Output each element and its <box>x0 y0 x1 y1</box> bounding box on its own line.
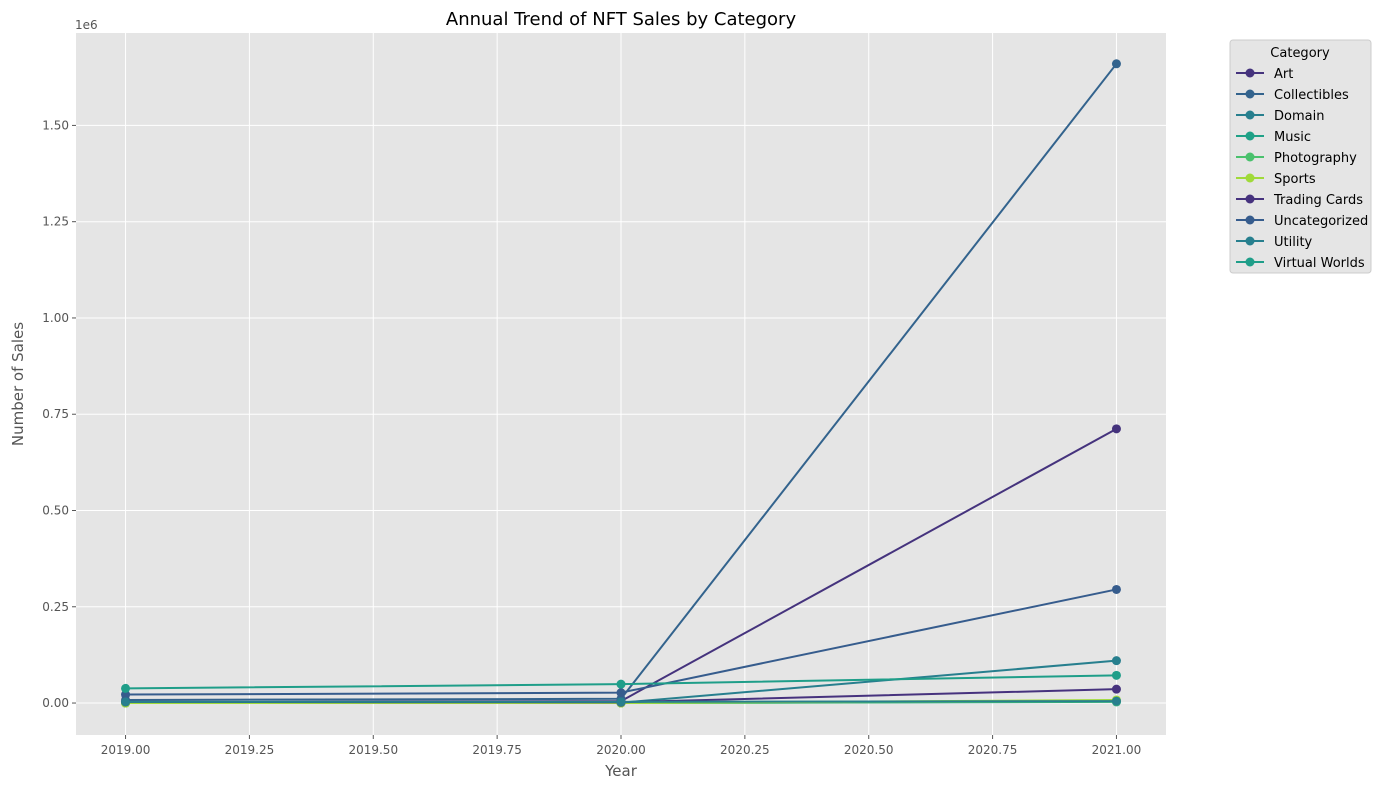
legend-entry: Art <box>1236 67 1293 82</box>
legend-marker <box>1245 194 1255 204</box>
chart-title: Annual Trend of NFT Sales by Category <box>446 9 797 30</box>
data-point <box>1111 59 1121 69</box>
x-tick-label: 2019.50 <box>348 743 398 757</box>
legend-entry: Collectibles <box>1236 88 1349 103</box>
legend-label: Virtual Worlds <box>1274 256 1365 271</box>
x-tick-label: 2019.25 <box>225 743 275 757</box>
data-point <box>616 697 626 707</box>
legend-label: Trading Cards <box>1273 193 1363 208</box>
legend-label: Photography <box>1274 151 1357 166</box>
x-tick-label: 2020.25 <box>720 743 770 757</box>
data-point <box>616 688 626 698</box>
x-axis-ticks: 2019.00 2019.25 2019.50 2019.75 2020.00 2020.… <box>101 735 1142 757</box>
y-tick-label: 0.50 <box>42 503 69 517</box>
y-tick-label: 1.25 <box>42 215 69 229</box>
x-tick-label: 2020.75 <box>968 743 1018 757</box>
y-axis-ticks: 0.00 0.25 0.50 0.75 1.00 1.25 1.50 <box>42 118 76 710</box>
y-tick-label: 0.00 <box>42 696 69 710</box>
y-axis-offset-label: 1e6 <box>75 18 98 32</box>
legend-marker <box>1245 110 1255 120</box>
legend-label: Collectibles <box>1274 88 1349 103</box>
legend-marker <box>1245 257 1255 267</box>
legend-entry: Photography <box>1236 151 1357 166</box>
x-tick-label: 2019.75 <box>472 743 522 757</box>
legend-label: Uncategorized <box>1274 214 1368 229</box>
y-tick-label: 0.25 <box>42 600 69 614</box>
data-point <box>1111 670 1121 680</box>
legend-entry: Trading Cards <box>1236 193 1363 208</box>
legend-label: Domain <box>1274 109 1324 124</box>
legend-label: Utility <box>1274 235 1313 250</box>
series-virtual-worlds <box>121 670 1121 693</box>
data-point <box>1111 584 1121 594</box>
y-tick-label: 1.50 <box>42 118 69 132</box>
x-tick-label: 2019.00 <box>101 743 151 757</box>
legend-label: Art <box>1274 67 1293 82</box>
data-point <box>1111 684 1121 694</box>
series-utility <box>121 696 1121 707</box>
legend-marker <box>1245 215 1255 225</box>
series-group <box>121 59 1121 708</box>
legend-box <box>1229 39 1372 274</box>
data-point <box>121 697 131 707</box>
legend-label: Sports <box>1274 172 1316 187</box>
x-tick-label: 2020.50 <box>844 743 894 757</box>
legend-entry: Virtual Worlds <box>1236 256 1365 271</box>
legend-entry: Sports <box>1236 172 1316 187</box>
legend-marker <box>1245 152 1255 162</box>
data-point <box>616 679 626 689</box>
y-tick-label: 0.75 <box>42 407 69 421</box>
legend-entry: Utility <box>1236 235 1313 250</box>
x-axis-label: Year <box>604 762 638 780</box>
legend-marker <box>1245 89 1255 99</box>
legend-marker <box>1245 236 1255 246</box>
legend-marker <box>1245 173 1255 183</box>
legend-entry: Uncategorized <box>1236 214 1368 229</box>
legend-entry: Domain <box>1236 109 1324 124</box>
legend-marker <box>1245 68 1255 78</box>
legend: Category Art Collectibles Domain Music Photo… <box>1229 39 1372 274</box>
legend-marker <box>1245 131 1255 141</box>
y-tick-label: 1.00 <box>42 311 69 325</box>
legend-entry: Music <box>1236 130 1311 145</box>
y-axis-label: Number of Sales <box>9 322 27 446</box>
data-point <box>1111 696 1121 706</box>
data-point <box>121 690 131 700</box>
legend-title: Category <box>1270 46 1330 61</box>
series-uncategorized <box>121 584 1121 700</box>
data-point <box>1111 656 1121 666</box>
data-point <box>1111 424 1121 434</box>
data-point <box>121 683 131 693</box>
legend-label: Music <box>1274 130 1311 145</box>
x-tick-label: 2020.00 <box>596 743 646 757</box>
x-tick-label: 2021.00 <box>1092 743 1142 757</box>
